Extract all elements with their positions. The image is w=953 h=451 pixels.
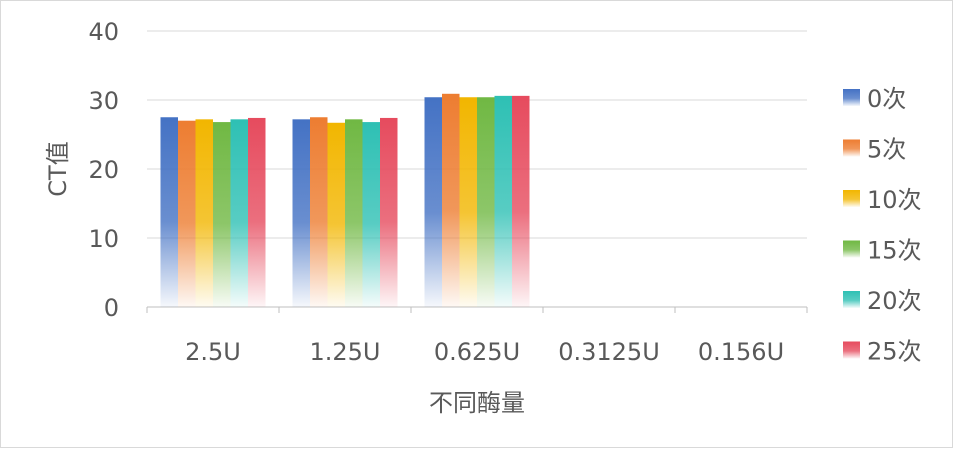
bar (292, 119, 310, 307)
y-axis-title: CT值 (44, 141, 72, 196)
bar (178, 120, 196, 307)
legend-label: 5次 (867, 136, 906, 164)
legend-swatch (843, 139, 860, 157)
legend-label: 10次 (867, 186, 922, 214)
bar (310, 117, 328, 307)
legend-label: 0次 (867, 85, 906, 113)
x-tick-label: 0.156U (698, 338, 784, 366)
y-tick-label: 20 (88, 156, 119, 184)
x-tick-label: 2.5U (185, 338, 241, 366)
y-tick-label: 30 (88, 87, 119, 115)
bar (512, 95, 530, 307)
bar (424, 97, 442, 308)
x-tick-label: 0.3125U (558, 338, 660, 366)
bar (230, 119, 248, 307)
legend-label: 15次 (867, 237, 922, 265)
bar (160, 117, 178, 307)
x-tick-label: 1.25U (309, 338, 380, 366)
bar (494, 95, 512, 307)
legend-swatch (843, 240, 860, 258)
bar (459, 97, 477, 308)
legend-label: 25次 (867, 338, 922, 366)
bar (327, 122, 345, 308)
legend-label: 20次 (867, 287, 922, 315)
bar (213, 122, 231, 307)
y-tick-label: 40 (88, 18, 119, 46)
legend-swatch (843, 89, 860, 106)
bar (248, 117, 266, 307)
y-tick-label: 10 (88, 225, 119, 253)
bar (195, 119, 213, 307)
bar (362, 122, 380, 307)
legend-swatch (843, 291, 860, 308)
y-tick-label: 0 (104, 294, 119, 322)
bar (477, 97, 495, 308)
bar (442, 93, 460, 307)
legend-swatch (843, 190, 860, 207)
bar (345, 119, 363, 307)
legend-swatch (843, 341, 860, 359)
x-axis-title: 不同酶量 (429, 389, 525, 417)
bar (380, 117, 398, 307)
x-tick-label: 0.625U (434, 338, 520, 366)
